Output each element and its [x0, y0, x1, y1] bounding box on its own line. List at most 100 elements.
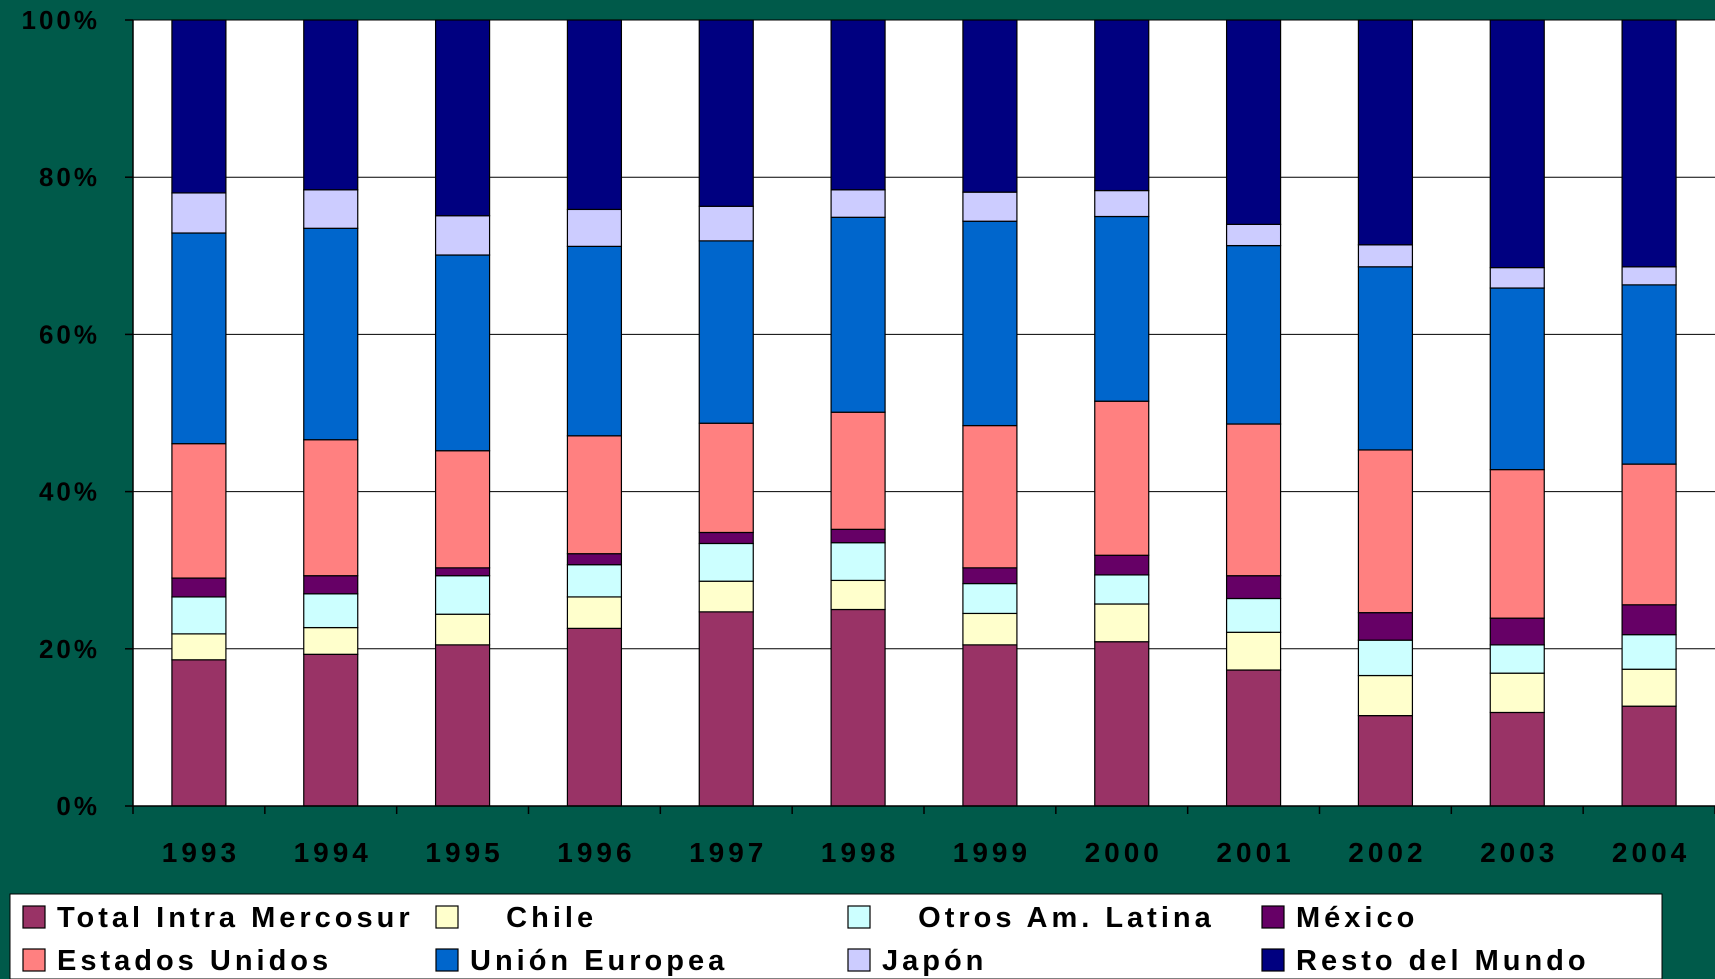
- bar-segment: [698, 422, 754, 534]
- bar-segment: [1489, 672, 1545, 714]
- bar-segment: [434, 613, 491, 646]
- legend-swatch: [435, 948, 459, 972]
- x-tick-label: 1994: [294, 837, 372, 868]
- bar-segment: [962, 567, 1018, 585]
- bar-segment: [1094, 603, 1150, 643]
- bar-segment: [434, 215, 491, 256]
- bar-segment: [171, 577, 227, 598]
- bar-segment: [566, 553, 623, 566]
- bar-segment: [962, 612, 1018, 646]
- bar-segment: [303, 189, 359, 229]
- bar-segment: [1357, 266, 1414, 451]
- y-tick-label: 100%: [22, 5, 101, 35]
- bar-segment: [434, 19, 491, 217]
- bar-segment: [566, 627, 623, 807]
- bar-segment: [171, 192, 227, 234]
- bar-segment: [566, 208, 623, 247]
- bar-segment: [566, 596, 623, 629]
- bar-segment: [698, 542, 754, 582]
- bar-segment: [1357, 612, 1414, 641]
- bar-segment: [698, 580, 754, 613]
- legend-label: México: [1296, 902, 1418, 934]
- bar-segment: [1094, 400, 1150, 556]
- bar-segment: [1225, 631, 1282, 671]
- bar-segment: [1621, 705, 1677, 807]
- bar-segment: [303, 626, 359, 655]
- bar-segment: [1621, 284, 1677, 465]
- gridlines: [133, 19, 1715, 650]
- legend-box: [9, 893, 1663, 979]
- legend-label: Total Intra Mercosur: [57, 902, 414, 934]
- bar-segment: [566, 435, 623, 555]
- x-tick-label: 2000: [1085, 837, 1163, 868]
- x-tick-label: 1997: [689, 837, 767, 868]
- bar-segment: [698, 240, 754, 424]
- bar-segment: [1621, 266, 1677, 286]
- bar-segment: [698, 531, 754, 545]
- bar-segment: [171, 443, 227, 579]
- x-tick-label: 2004: [1612, 837, 1690, 868]
- bar-segment: [303, 227, 359, 441]
- bar-segment: [171, 596, 227, 635]
- x-tick-label: 2002: [1348, 837, 1426, 868]
- bar-segment: [830, 216, 886, 413]
- bar-segment: [566, 564, 623, 598]
- bar-segment: [1621, 668, 1677, 707]
- bar-segment: [1225, 575, 1282, 600]
- bars: [171, 19, 1677, 807]
- bar-segment: [1621, 604, 1677, 636]
- bar-segment: [434, 254, 491, 452]
- bar-segment: [698, 611, 754, 807]
- bar-segment: [171, 19, 227, 194]
- bar-segment: [962, 220, 1018, 427]
- bar-segment: [434, 450, 491, 569]
- bar-segment: [830, 189, 886, 218]
- bar-segment: [830, 411, 886, 530]
- bar-segment: [962, 19, 1018, 193]
- bar-segment: [434, 567, 491, 577]
- bar-segment: [1357, 244, 1414, 268]
- bar-segment: [1489, 287, 1545, 471]
- plot-area: [133, 20, 1715, 806]
- legend-swatch: [435, 905, 459, 929]
- bar-segment: [698, 205, 754, 242]
- bar-segment: [962, 424, 1018, 569]
- bar-segment: [434, 575, 491, 615]
- x-tick-label: 1996: [557, 837, 635, 868]
- bar-segment: [1489, 617, 1545, 646]
- legend-swatch: [1261, 948, 1285, 972]
- x-tick-label: 1995: [425, 837, 503, 868]
- bar-segment: [962, 644, 1018, 807]
- bar-segment: [1094, 215, 1150, 402]
- bar-segment: [566, 19, 623, 211]
- bar-segment: [1489, 266, 1545, 289]
- legend-swatch: [22, 905, 46, 929]
- legend-label: Japón: [882, 945, 987, 977]
- bar-segment: [962, 191, 1018, 222]
- bar-segment: [1621, 19, 1677, 268]
- bar-segment: [1225, 244, 1282, 425]
- bar-segment: [303, 593, 359, 629]
- bar-segment: [830, 542, 886, 582]
- bar-segment: [830, 608, 886, 807]
- legend-swatch: [847, 948, 871, 972]
- bar-segment: [1489, 468, 1545, 619]
- bar-segment: [1489, 644, 1545, 674]
- bar-segment: [1357, 715, 1414, 807]
- bar-segment: [1094, 641, 1150, 807]
- legend-swatch: [1261, 905, 1285, 929]
- bar-segment: [1357, 639, 1414, 677]
- legend-label: Estados Unidos: [57, 945, 332, 977]
- y-tick-label: 0%: [56, 791, 100, 821]
- bar-segment: [1225, 223, 1282, 247]
- bar-segment: [1225, 669, 1282, 807]
- x-tick-label: 2001: [1216, 837, 1294, 868]
- bar-segment: [1225, 597, 1282, 633]
- bar-segment: [1621, 634, 1677, 670]
- legend-label: Unión Europea: [470, 945, 728, 977]
- bar-segment: [171, 659, 227, 807]
- bar-segment: [1357, 449, 1414, 614]
- bar-segment: [962, 582, 1018, 615]
- axes: 0% 20% 40% 60% 80% 100% 1993 1994 1995 1996 1997 19…: [22, 5, 1715, 868]
- x-tick-label: 1999: [953, 837, 1031, 868]
